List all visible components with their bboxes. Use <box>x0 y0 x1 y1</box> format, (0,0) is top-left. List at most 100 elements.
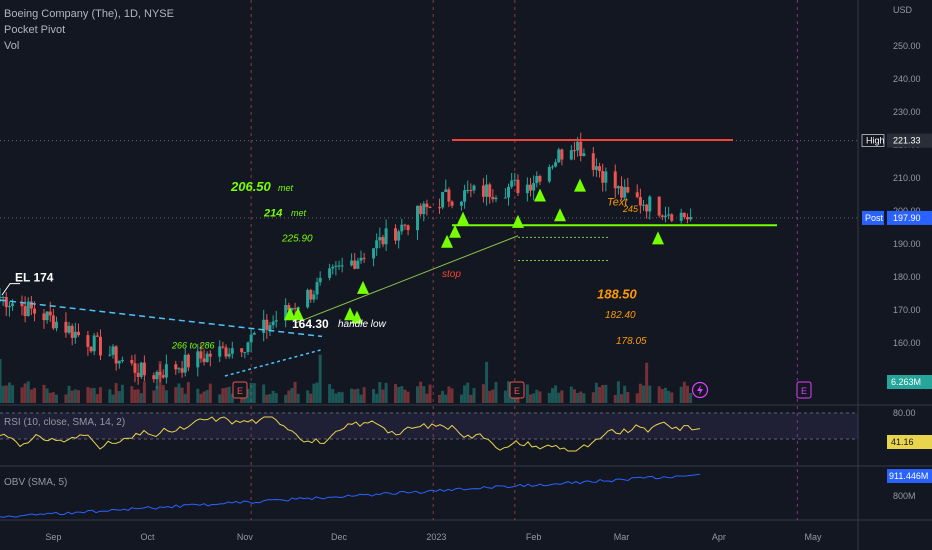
volume-bar <box>428 384 432 403</box>
annotation-245: 245 <box>622 204 639 214</box>
rsi-pane: RSI (10, close, SMA, 14, 2) 80.00 41.16 <box>0 408 932 452</box>
volume-bar <box>296 393 300 403</box>
time-label: Feb <box>526 532 542 542</box>
pocket-pivot-marker <box>512 214 524 228</box>
candle-body <box>287 305 291 311</box>
candle-body <box>638 197 642 206</box>
time-label: 2023 <box>426 532 446 542</box>
volume-bar <box>76 390 80 403</box>
candle-body <box>594 166 598 170</box>
volume-bar <box>459 394 463 403</box>
candle-body <box>403 224 407 226</box>
volume-bar <box>689 392 693 403</box>
volume-bar <box>227 386 231 403</box>
annotation-178: 178.05 <box>616 336 647 347</box>
candle-body <box>11 303 15 306</box>
candle-body <box>331 266 335 269</box>
volume-bar <box>51 392 55 403</box>
volume-bar <box>26 381 30 403</box>
volume-bar <box>23 383 27 403</box>
volume-bar <box>252 383 256 403</box>
candle-body <box>384 228 388 245</box>
candle-body <box>136 372 140 377</box>
volume-bar <box>328 384 332 403</box>
earnings-marker <box>232 381 248 399</box>
candle-body <box>620 186 624 198</box>
volume-bar <box>353 389 357 403</box>
volume-value-bg <box>887 375 932 389</box>
annotation-range: 266 to 286 <box>171 341 215 351</box>
candle-body <box>362 257 366 259</box>
candle-body <box>503 197 507 199</box>
candle-body <box>538 176 542 182</box>
earnings-label: E <box>514 386 520 396</box>
volume-bar <box>218 394 222 403</box>
candle-body <box>397 231 401 241</box>
volume-bar <box>582 393 586 403</box>
candle-body <box>284 305 288 321</box>
volume-bar <box>95 394 99 403</box>
annotation-188: 188.50 <box>597 286 638 301</box>
candle-body <box>7 305 11 308</box>
candle-body <box>626 187 630 193</box>
candle-body <box>240 348 244 353</box>
volume-bar <box>576 392 580 403</box>
volume-label[interactable]: Vol <box>4 40 20 52</box>
candle-body <box>667 214 671 216</box>
candle-body <box>1 296 5 298</box>
volume-bar <box>491 389 495 403</box>
volume-bar <box>7 382 11 403</box>
price-axis[interactable]: USD250.00240.00230.00220.00210.00200.001… <box>861 5 932 389</box>
high-value-bg <box>887 133 932 148</box>
volume-bar <box>635 393 639 403</box>
candle-body <box>466 189 470 191</box>
volume-bar <box>120 384 124 403</box>
time-axis[interactable]: Sep Oct Nov Dec 2023 Feb Mar Apr May <box>45 532 822 542</box>
volume-bar <box>598 386 602 403</box>
volume-bar <box>271 390 275 403</box>
candle-body <box>108 354 112 356</box>
candle-body <box>601 171 605 183</box>
el174-marker <box>1 283 20 296</box>
candle-body <box>290 308 294 311</box>
ticker-title[interactable]: Boeing Company (The), 1D, NYSE <box>4 8 174 20</box>
candle-body <box>507 186 511 198</box>
obv-tick: 800M <box>893 491 916 501</box>
volume-bar <box>645 362 649 403</box>
volume-bar <box>73 389 77 403</box>
annotation-206: 206.50 <box>230 179 272 194</box>
volume-bar <box>488 390 492 403</box>
candle-body <box>328 268 332 278</box>
volume-bar <box>550 388 554 403</box>
candle-body <box>425 203 429 208</box>
post-badge <box>862 210 884 225</box>
candle-body <box>208 353 212 357</box>
candle-body <box>679 212 683 221</box>
pocket-pivot-marker <box>284 307 296 321</box>
high-badge <box>861 134 885 147</box>
candle-body <box>67 325 71 333</box>
candle-body <box>186 354 190 368</box>
candle-body <box>227 353 231 357</box>
volume-bar <box>161 385 165 403</box>
obv-line <box>0 473 701 518</box>
candle-body <box>152 375 156 380</box>
volume-bar <box>249 382 253 403</box>
volume-bar <box>685 385 689 403</box>
annotation-handle-low: handle low <box>338 319 387 330</box>
drawings: EL 174 206.50 met 214 met 225.90 266 to 286 164… <box>0 139 812 399</box>
annotation-text: Text <box>607 197 628 209</box>
volume-bar <box>560 390 564 403</box>
volume-bar <box>538 391 542 403</box>
volume-bar <box>604 384 608 403</box>
candle-body <box>139 362 143 377</box>
volume-bar <box>572 389 576 403</box>
indicator-label[interactable]: Pocket Pivot <box>4 24 66 36</box>
volume-bar <box>425 393 429 403</box>
volume-bar <box>648 385 652 403</box>
candle-body <box>293 308 297 310</box>
price-tick: 240.00 <box>893 74 921 84</box>
candle-body <box>663 215 667 217</box>
candle-body <box>98 336 102 356</box>
